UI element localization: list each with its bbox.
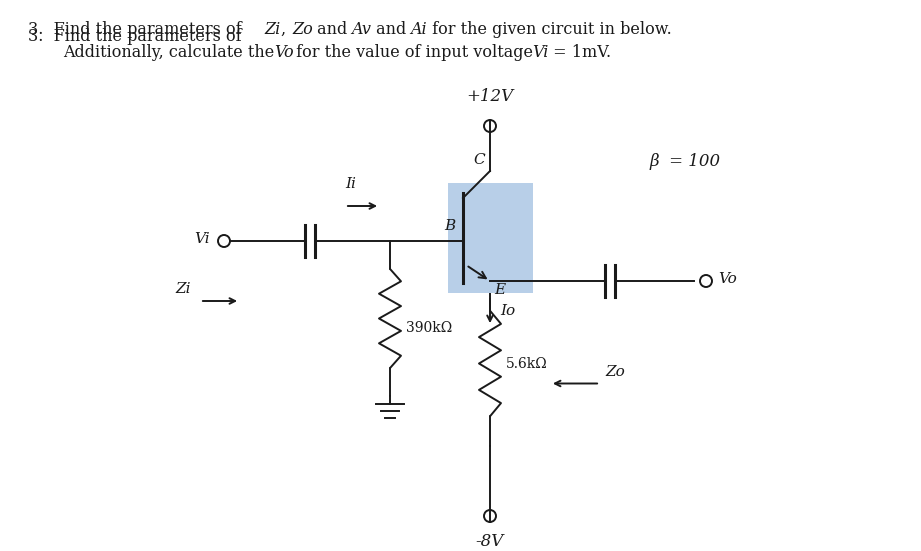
Text: 3.  Find the parameters of: 3. Find the parameters of <box>28 28 247 45</box>
Bar <box>448 183 533 293</box>
Text: for the value of input voltage: for the value of input voltage <box>291 44 538 61</box>
Text: Av: Av <box>351 21 371 38</box>
Text: 3.  Find the parameters of: 3. Find the parameters of <box>28 21 247 38</box>
Text: Ii: Ii <box>345 177 356 191</box>
Text: Zo: Zo <box>292 21 313 38</box>
Text: +12V: +12V <box>466 88 514 105</box>
Text: Vi: Vi <box>194 232 210 246</box>
Text: Ai: Ai <box>410 21 426 38</box>
Text: Additionally, calculate the: Additionally, calculate the <box>63 44 279 61</box>
Text: 390kΩ: 390kΩ <box>406 321 452 336</box>
Text: Zi: Zi <box>175 282 191 296</box>
Text: ,: , <box>281 21 291 38</box>
Text: for the given circuit in below.: for the given circuit in below. <box>427 21 671 38</box>
Text: B: B <box>444 219 455 233</box>
Text: Vo: Vo <box>274 44 294 61</box>
Text: β  = 100: β = 100 <box>650 153 721 170</box>
Text: 5.6kΩ: 5.6kΩ <box>506 356 548 370</box>
Text: Io: Io <box>500 304 515 318</box>
Text: Vi: Vi <box>532 44 548 61</box>
Text: and: and <box>312 21 353 38</box>
Text: E: E <box>494 283 505 297</box>
Text: = 1mV.: = 1mV. <box>548 44 612 61</box>
Text: Zi: Zi <box>264 21 280 38</box>
Text: and: and <box>371 21 412 38</box>
Text: Vo: Vo <box>718 272 737 286</box>
Text: Zo: Zo <box>605 365 624 379</box>
Text: C: C <box>473 153 485 167</box>
Text: -8V: -8V <box>476 533 504 550</box>
